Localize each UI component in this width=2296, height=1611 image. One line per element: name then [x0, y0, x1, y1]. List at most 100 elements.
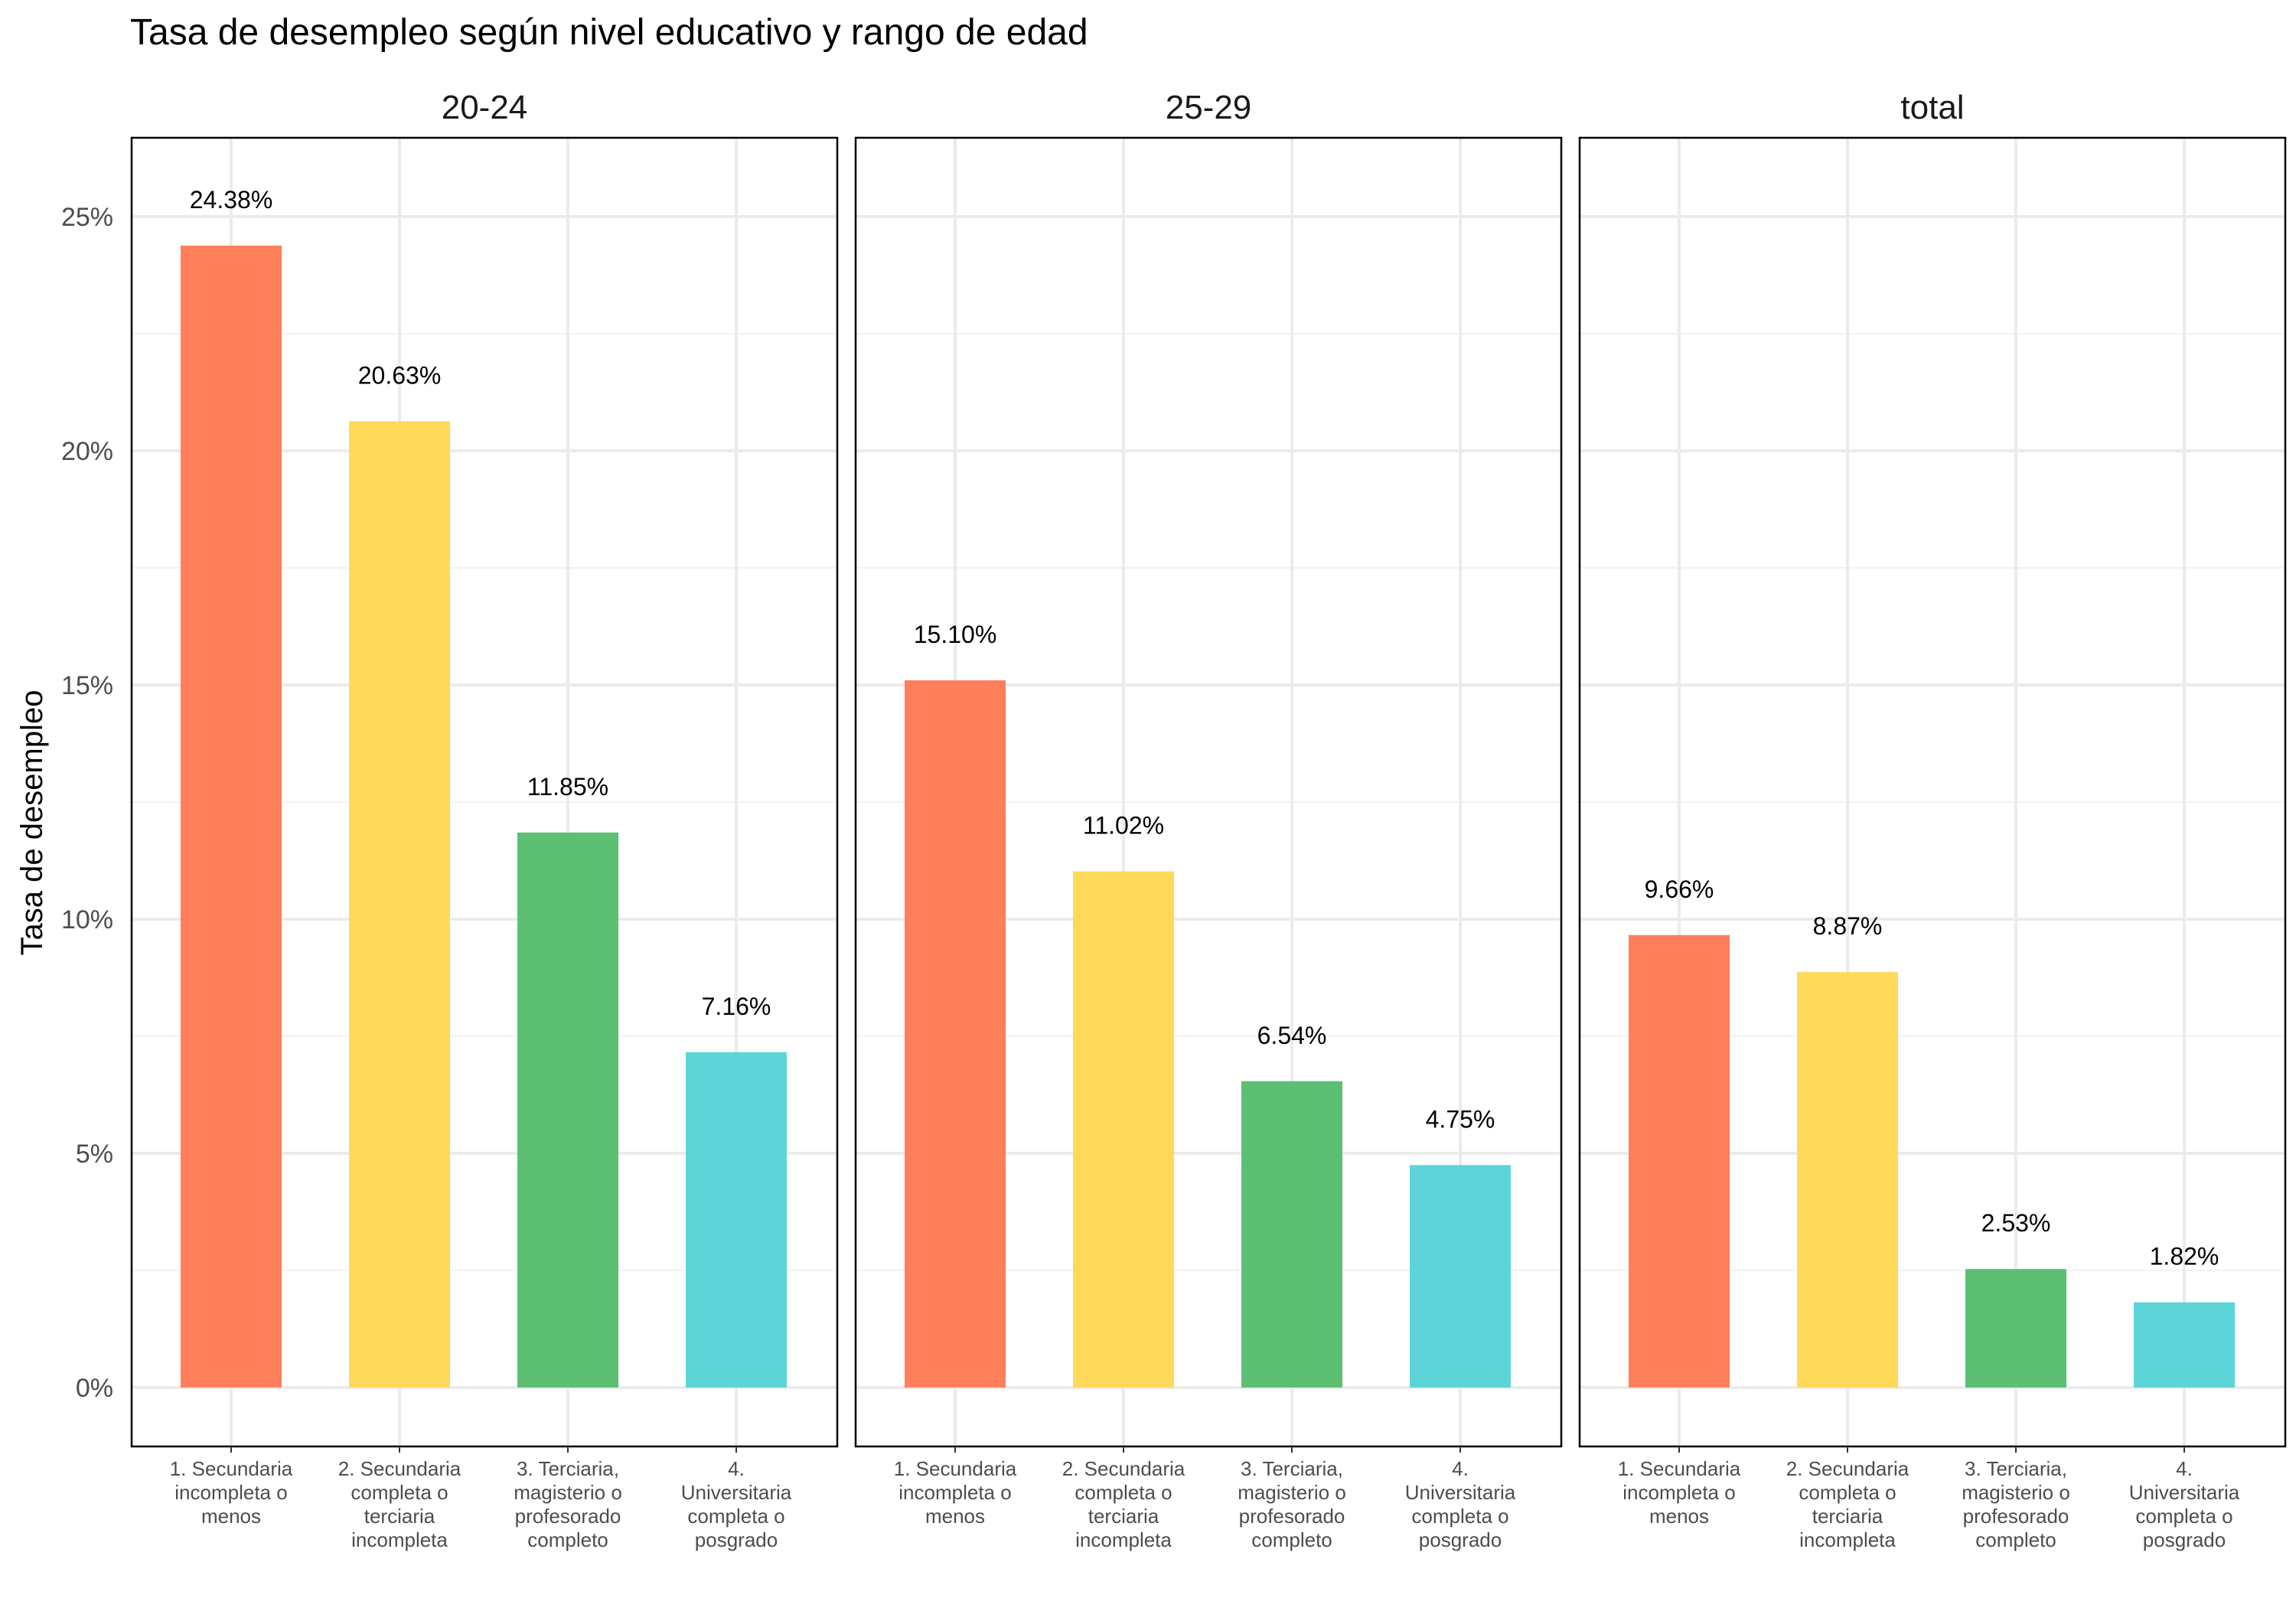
panel-border: [1578, 136, 2287, 1448]
x-tick-label-line: menos: [1649, 1505, 1709, 1528]
bar: [1797, 972, 1898, 1388]
x-tick-label: 4. Universitaria completa o posgrado: [681, 1457, 792, 1551]
x-tick-label-line: completo: [527, 1528, 608, 1551]
x-tick-label: 1. Secundaria incompleta o menos: [1618, 1457, 1741, 1528]
x-tick-label-line: incompleta o: [1623, 1481, 1735, 1504]
x-tick-label-line: completa o: [2135, 1505, 2232, 1528]
bar: [349, 421, 450, 1388]
y-axis-label: Tasa de desempleo: [15, 690, 49, 956]
x-tick-label-line: completa o: [351, 1481, 448, 1504]
x-tick-label-line: 1. Secundaria: [170, 1457, 293, 1480]
y-tick-label: 15%: [61, 671, 113, 700]
x-tick-label-line: posgrado: [2143, 1528, 2226, 1551]
x-tick-label: 2. Secundaria completa o terciaria incomple…: [338, 1457, 461, 1551]
facet-title: 25-29: [1166, 89, 1252, 126]
data-label: 1.82%: [2150, 1243, 2219, 1270]
x-tick-label-line: 3. Terciaria,: [517, 1457, 619, 1480]
x-tick-label-line: profesorado: [1239, 1505, 1345, 1528]
x-tick-label-line: posgrado: [1419, 1528, 1502, 1551]
x-tick-label: 3. Terciaria, magisterio o profesorado comp…: [1962, 1457, 2070, 1551]
data-label: 15.10%: [914, 621, 997, 648]
x-tick-label-line: menos: [925, 1505, 985, 1528]
data-label: 9.66%: [1645, 876, 1714, 903]
x-tick-label: 1. Secundaria incompleta o menos: [170, 1457, 293, 1528]
facet-panels: 0% 5% 10% 15% 20% 25% 20-24 24.38% 20.63% 11.85% 7…: [61, 89, 2287, 1551]
data-label: 2.53%: [1981, 1209, 2051, 1237]
x-tick-label: 4. Universitaria completa o posgrado: [2129, 1457, 2240, 1551]
data-label: 24.38%: [190, 186, 273, 214]
data-label: 6.54%: [1257, 1022, 1327, 1049]
x-tick-label-line: 1. Secundaria: [1618, 1457, 1741, 1480]
y-tick-label: 20%: [61, 437, 113, 466]
bar: [1241, 1081, 1342, 1388]
data-label: 20.63%: [358, 361, 442, 389]
chart-title: Tasa de desempleo según nivel educativo …: [130, 12, 1088, 53]
facet-panel-25-29: 25-29 15.10% 11.02% 6.54% 4.75% 1. Secundaria…: [854, 89, 1563, 1551]
y-tick-label: 25%: [61, 203, 113, 232]
x-tick-label-line: 3. Terciaria,: [1241, 1457, 1343, 1480]
x-tick-label-line: 3. Terciaria,: [1965, 1457, 2067, 1480]
bar: [1073, 871, 1174, 1388]
bar: [905, 680, 1006, 1388]
y-tick-label: 10%: [61, 905, 113, 934]
x-tick-label-line: incompleta: [1075, 1528, 1172, 1551]
x-tick-label-line: completa o: [687, 1505, 784, 1528]
x-tick-label-line: completo: [1251, 1528, 1332, 1551]
x-tick-label-line: incompleta o: [899, 1481, 1011, 1504]
x-tick-label-line: terciaria: [1812, 1505, 1883, 1528]
x-tick-label-line: completa o: [1075, 1481, 1172, 1504]
bar: [517, 832, 618, 1388]
x-tick-label-line: 2. Secundaria: [1786, 1457, 1910, 1480]
x-tick-label-line: 4.: [728, 1457, 745, 1480]
x-tick-label-line: terciaria: [364, 1505, 435, 1528]
x-tick-label-line: 4.: [1452, 1457, 1469, 1480]
x-tick-label-line: Universitaria: [681, 1481, 792, 1504]
x-tick-label-line: completa o: [1799, 1481, 1896, 1504]
bar: [1629, 934, 1730, 1388]
x-tick-label-line: Universitaria: [2129, 1481, 2240, 1504]
x-tick-label-line: 2. Secundaria: [338, 1457, 461, 1480]
x-tick-label-line: completa o: [1411, 1505, 1508, 1528]
x-tick-label-line: incompleta: [351, 1528, 448, 1551]
x-tick-label-line: magisterio o: [1962, 1481, 2070, 1504]
x-tick-label: 2. Secundaria completa o terciaria incomple…: [1062, 1457, 1186, 1551]
panel-border: [854, 136, 1563, 1448]
panel-border: [130, 136, 839, 1448]
bar: [686, 1052, 787, 1388]
x-tick-label-line: Universitaria: [1405, 1481, 1516, 1504]
facet-title: total: [1900, 89, 1964, 126]
x-tick-label: 1. Secundaria incompleta o menos: [894, 1457, 1017, 1528]
bar: [2134, 1302, 2235, 1388]
facet-title: 20-24: [442, 89, 528, 126]
x-tick-label-line: 1. Secundaria: [894, 1457, 1017, 1480]
y-tick-label: 5%: [76, 1140, 113, 1169]
x-tick-label: 3. Terciaria, magisterio o profesorado comp…: [1238, 1457, 1346, 1551]
x-tick-label-line: terciaria: [1088, 1505, 1159, 1528]
data-label: 7.16%: [702, 993, 771, 1020]
x-tick-label-line: profesorado: [1963, 1505, 2069, 1528]
x-tick-label-line: 2. Secundaria: [1062, 1457, 1186, 1480]
bar: [1965, 1269, 2066, 1388]
data-label: 4.75%: [1426, 1105, 1495, 1133]
x-tick-label-line: 4.: [2176, 1457, 2193, 1480]
x-tick-label-line: incompleta o: [174, 1481, 287, 1504]
bar: [1410, 1165, 1511, 1388]
y-tick-label: 0%: [76, 1374, 113, 1403]
x-tick-label: 3. Terciaria, magisterio o profesorado comp…: [514, 1457, 622, 1551]
data-label: 8.87%: [1813, 912, 1883, 940]
x-tick-label-line: menos: [201, 1505, 261, 1528]
x-tick-label-line: profesorado: [515, 1505, 621, 1528]
bar: [181, 245, 282, 1388]
x-tick-label-line: magisterio o: [514, 1481, 622, 1504]
x-tick-label: 4. Universitaria completa o posgrado: [1405, 1457, 1516, 1551]
data-label: 11.85%: [527, 773, 608, 801]
facet-panel-20-24: 20-24 24.38% 20.63% 11.85% 7.16% 1. Secundari…: [130, 89, 839, 1551]
x-tick-label-line: completo: [1975, 1528, 2056, 1551]
x-tick-label-line: incompleta: [1799, 1528, 1896, 1551]
x-tick-label-line: posgrado: [695, 1528, 778, 1551]
x-tick-label-line: magisterio o: [1238, 1481, 1346, 1504]
data-label: 11.02%: [1083, 812, 1164, 840]
